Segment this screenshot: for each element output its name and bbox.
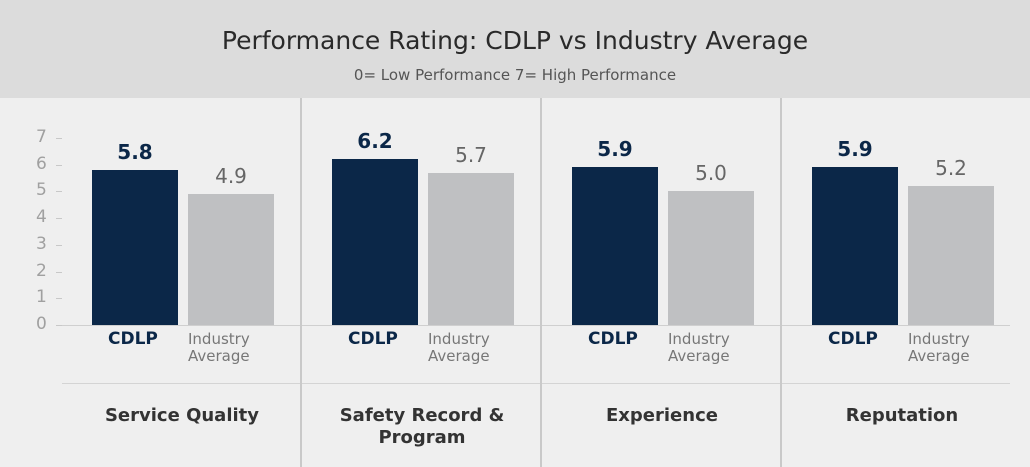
value-label: 6.2: [357, 129, 393, 154]
tick-label: 1: [36, 287, 47, 308]
tick-mark: [56, 271, 62, 273]
tick-mark: [56, 164, 62, 166]
chart-subtitle: 0= Low Performance 7= High Performance: [353, 66, 677, 84]
value-label: 5.0: [695, 161, 727, 186]
tick-label: 2: [36, 260, 47, 281]
baseline: [62, 325, 1010, 326]
series-label: Industry Average: [428, 330, 490, 365]
chart-title: Performance Rating: CDLP vs Industry Ave…: [221, 26, 809, 55]
bar: [332, 159, 418, 325]
tick-label: 0: [36, 314, 47, 334]
value-label: 5.8: [117, 140, 153, 165]
bar: [668, 191, 754, 325]
divider: [540, 98, 542, 467]
category-label: Reputation: [845, 405, 959, 426]
separator: [62, 383, 1010, 384]
series-label: CDLP: [588, 329, 638, 349]
value-label: 5.9: [837, 137, 873, 162]
category-label: Safety Record & Program: [339, 405, 505, 448]
series-label: Industry Average: [188, 330, 250, 365]
tick-mark: [56, 218, 62, 220]
series-label: Industry Average: [668, 330, 730, 365]
tick-mark: [56, 244, 62, 246]
tick-mark: [56, 325, 62, 326]
bar: [572, 167, 658, 325]
tick-label: 7: [36, 127, 47, 147]
category-label: Experience: [606, 405, 718, 426]
bar: [188, 194, 274, 325]
bar: [92, 170, 178, 325]
series-label: CDLP: [348, 329, 398, 349]
header: [0, 0, 1030, 98]
bar: [812, 167, 898, 325]
divider: [780, 98, 782, 467]
series-label: CDLP: [828, 329, 878, 349]
tick-label: 3: [36, 233, 47, 254]
category-label: Service Quality: [104, 405, 260, 426]
series-label: Industry Average: [908, 330, 970, 365]
tick-label: 6: [36, 153, 47, 174]
tick-label: 5: [36, 180, 47, 201]
tick-label: 4: [36, 207, 47, 228]
value-label: 5.9: [597, 137, 633, 162]
tick-mark: [56, 138, 62, 139]
divider: [300, 98, 302, 467]
series-label: CDLP: [108, 329, 158, 349]
bar: [908, 186, 994, 325]
value-label: 5.2: [935, 156, 967, 181]
tick-mark: [56, 298, 62, 300]
value-label: 4.9: [215, 164, 247, 189]
value-label: 5.7: [455, 142, 487, 167]
tick-mark: [56, 191, 62, 193]
bar: [428, 172, 514, 325]
